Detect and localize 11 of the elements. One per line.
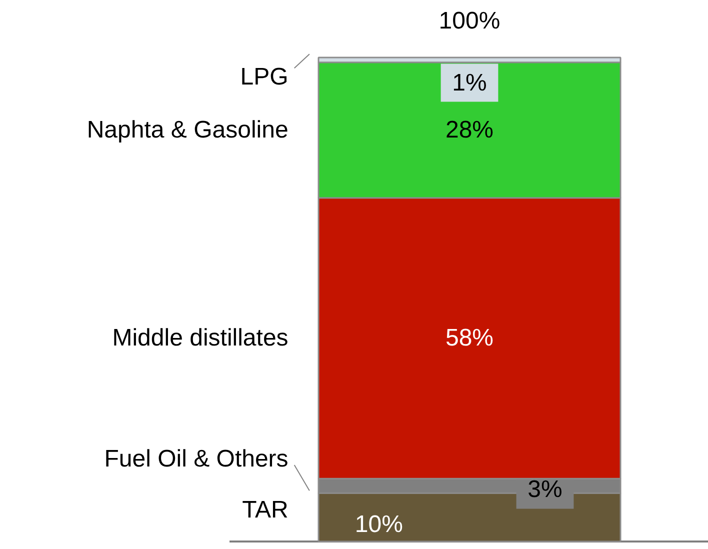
legend-label: LPG (240, 63, 288, 90)
data-label: 58% (445, 324, 494, 352)
data-label: 1% (452, 69, 487, 96)
data-label: 10% (354, 511, 403, 538)
data-label: 3% (528, 476, 562, 504)
series-label: Middle distillates (112, 324, 288, 352)
series-label: Fuel Oil & Others (104, 446, 288, 473)
legend-label: TAR (242, 496, 288, 524)
total-label: 100% (438, 8, 500, 35)
data-label: 28% (445, 116, 494, 144)
series-label: Naphta & Gasoline (86, 116, 288, 144)
